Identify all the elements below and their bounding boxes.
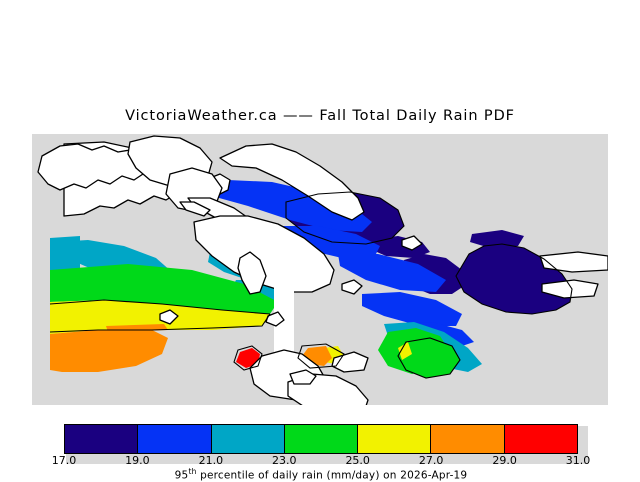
land-interior-inlet [237, 251, 267, 295]
colorbar-tick-labels: 17.0 19.0 21.0 23.0 25.0 27.0 29.0 31.0 [51, 454, 591, 468]
colorbar-tick-1: 19.0 [125, 454, 150, 467]
landmasses [37, 135, 608, 405]
colorbar-swatch-17-19[interactable] [65, 425, 138, 453]
colorbar-swatch-25-27[interactable] [357, 425, 431, 453]
region-north-channel-band [190, 180, 372, 232]
region-east-strait-band [338, 254, 446, 292]
coast-outline-red [233, 345, 263, 371]
land-sliver-island-b [179, 201, 211, 217]
land-north-finger-island [219, 143, 365, 221]
page-title: VictoriaWeather.ca —— Fall Total Daily R… [125, 108, 515, 124]
coast-outline-south-yellow [49, 313, 271, 333]
colorbar-caption-rest: percentile of daily rain (mm/day) on 202… [196, 469, 468, 482]
colorbar-tick-3: 23.0 [272, 454, 297, 467]
map-panel[interactable] [32, 134, 608, 405]
colorbar-tick-4: 25.0 [345, 454, 370, 467]
colorbar-tick-0: 17.0 [51, 454, 77, 467]
colorbar-swatch-23-25[interactable] [283, 425, 358, 453]
land-far-east-tip-b [541, 279, 599, 299]
colorbar-caption-prefix: 95 [174, 469, 189, 482]
colorbar-swatch-21-23[interactable] [210, 425, 284, 453]
colorbar[interactable]: 17.0 19.0 21.0 23.0 25.0 27.0 29.0 31.0 … [51, 420, 591, 482]
land-speck-d [401, 235, 423, 251]
colorbar-tick-6: 29.0 [492, 454, 517, 467]
region-north-saanich-green [50, 264, 278, 314]
land-speck-b [159, 309, 179, 325]
land-far-east-tip [539, 251, 608, 273]
coast-outline-east [455, 243, 573, 315]
region-lower-east-band [362, 292, 462, 326]
colorbar-caption: 95th percentile of daily rain (mm/day) o… [54, 467, 588, 482]
region-se-island-green [398, 338, 460, 378]
coast-outlines [49, 191, 573, 379]
colorbar-swatch-27-29[interactable] [430, 425, 504, 453]
coast-outline-ne [285, 191, 405, 245]
colorbar-swatches[interactable] [64, 424, 578, 454]
region-southwest-orange [50, 330, 168, 372]
region-victoria-red-spot [236, 348, 260, 368]
coast-outline-yellow-green-boundary [49, 299, 271, 315]
land-central-island [193, 215, 335, 293]
colorbar-swatch-29-31[interactable] [503, 425, 577, 453]
colorbar-tick-5: 27.0 [418, 454, 444, 467]
region-cyan-left-strip [50, 236, 80, 270]
region-navy-ne-tail [470, 230, 524, 248]
map-graphic[interactable] [32, 134, 608, 405]
region-green-island-yellow-edge [398, 342, 412, 360]
colorbar-tick-7: 31.0 [565, 454, 591, 467]
colorbar-swatch-19-21[interactable] [137, 425, 211, 453]
land-speck-a [265, 311, 285, 327]
coast-outline-orange-island [297, 343, 345, 369]
land-speck-c [341, 279, 363, 295]
land-left-white-band [274, 246, 294, 382]
colorbar-tick-2: 21.0 [198, 454, 224, 467]
land-small-island-lower [289, 369, 317, 385]
colorbar-caption-superscript: th [188, 467, 197, 476]
coast-outline-green [397, 337, 461, 379]
